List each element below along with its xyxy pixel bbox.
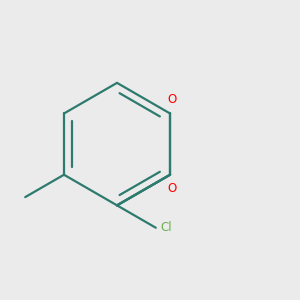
Text: O: O [168, 182, 177, 195]
Text: Cl: Cl [160, 221, 172, 234]
Text: O: O [168, 93, 177, 106]
